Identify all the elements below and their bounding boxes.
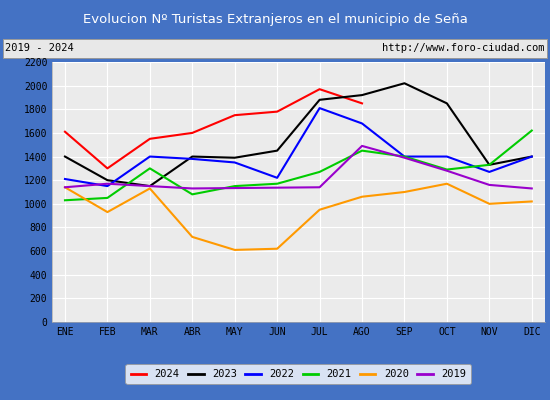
Text: 2019 - 2024: 2019 - 2024 [6, 43, 74, 53]
Text: http://www.foro-ciudad.com: http://www.foro-ciudad.com [382, 43, 544, 53]
Legend: 2024, 2023, 2022, 2021, 2020, 2019: 2024, 2023, 2022, 2021, 2020, 2019 [125, 364, 471, 384]
Text: Evolucion Nº Turistas Extranjeros en el municipio de Seña: Evolucion Nº Turistas Extranjeros en el … [82, 12, 468, 26]
